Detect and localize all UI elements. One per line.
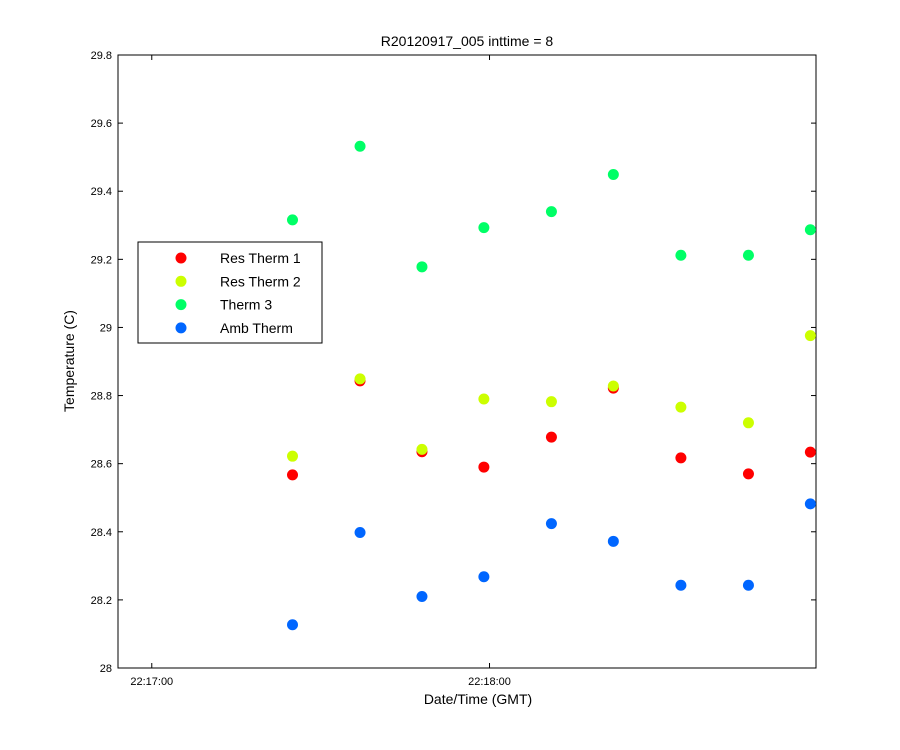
x-axis-title: Date/Time (GMT): [424, 691, 532, 707]
legend-label: Therm 3: [220, 297, 272, 313]
y-tick-label: 29: [100, 322, 112, 334]
data-point: [675, 249, 687, 261]
data-point: [478, 571, 490, 583]
y-tick-label: 29.2: [91, 254, 112, 266]
y-tick-label: 28.4: [91, 527, 112, 539]
series-amb-therm: [287, 498, 816, 631]
legend-marker: [175, 299, 187, 311]
data-point: [545, 431, 557, 443]
y-tick-label: 28.2: [91, 595, 112, 607]
x-tick-label: 22:17:00: [130, 676, 173, 688]
data-point: [675, 401, 687, 413]
y-axis-title: Temperature (C): [61, 310, 77, 412]
data-point: [287, 450, 298, 462]
data-point: [607, 535, 619, 547]
data-point: [354, 140, 366, 152]
data-points: [287, 140, 816, 631]
data-point: [804, 498, 816, 510]
legend-label: Res Therm 1: [220, 250, 301, 266]
data-point: [742, 417, 754, 429]
x-tick-label: 22:18:00: [468, 676, 511, 688]
y-tick-label: 29.6: [91, 118, 112, 130]
data-point: [607, 169, 619, 181]
data-point: [607, 380, 619, 392]
legend-label: Amb Therm: [220, 320, 293, 336]
data-point: [287, 214, 298, 226]
y-tick-label: 28.8: [91, 391, 112, 403]
data-point: [287, 469, 298, 481]
data-point: [416, 443, 428, 455]
legend-box: [137, 241, 323, 344]
series-therm-3: [287, 140, 816, 273]
data-point: [478, 222, 490, 234]
chart-title: R20120917_005 inttime = 8: [381, 33, 554, 49]
legend-label: Res Therm 2: [220, 273, 301, 289]
data-point: [478, 461, 490, 473]
data-point: [545, 206, 557, 218]
data-point: [354, 526, 366, 538]
y-tick-label: 28: [100, 663, 112, 675]
y-tick-label: 29.4: [91, 186, 112, 198]
y-tick-label: 29.8: [91, 50, 112, 62]
legend-marker: [175, 252, 187, 264]
data-point: [354, 373, 366, 385]
data-point: [545, 518, 557, 530]
series-res-therm-2: [287, 330, 816, 462]
x-axis-ticks: 22:17:00 22:18:00: [130, 55, 511, 688]
data-point: [478, 393, 490, 405]
data-point: [804, 224, 816, 236]
data-point: [287, 619, 298, 631]
y-axis-ticks: 28 28.2 28.4 28.6 28.8 29 29.2 29.4 29.6 29.8: [91, 50, 816, 675]
data-point: [675, 579, 687, 591]
legend-marker: [175, 275, 187, 287]
data-point: [804, 446, 816, 458]
y-tick-label: 28.6: [91, 459, 112, 471]
legend: Res Therm 1 Res Therm 2 Therm 3 Amb Therm: [137, 241, 323, 344]
data-point: [804, 330, 816, 342]
data-point: [742, 249, 754, 261]
plot-area: [117, 54, 817, 669]
data-point: [416, 590, 428, 602]
data-point: [742, 468, 754, 480]
data-point: [742, 579, 754, 591]
legend-marker: [175, 322, 187, 334]
data-point: [545, 396, 557, 408]
data-point: [416, 261, 428, 273]
data-point: [675, 452, 687, 464]
